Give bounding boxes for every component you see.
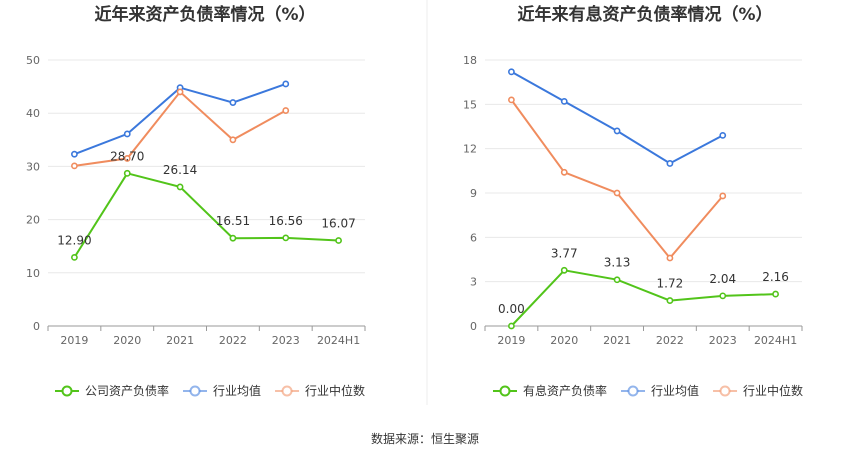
series-point-1 bbox=[613, 276, 621, 284]
data-label: 16.07 bbox=[321, 217, 355, 231]
series-point-1 bbox=[772, 290, 779, 298]
y-tick-label: 30 bbox=[26, 160, 40, 173]
series-line-3 bbox=[74, 90, 287, 167]
series-point-2 bbox=[229, 99, 237, 106]
series-point-1 bbox=[176, 183, 184, 191]
chart-panel-2: 近年来有息资产负债率情况（%） 0 3 6 9 12 15 18 2019 2020 2021 202… bbox=[463, 4, 803, 398]
series-point-1 bbox=[560, 266, 568, 274]
legend-label: 行业中位数 bbox=[305, 383, 365, 398]
legend-marker bbox=[281, 385, 293, 397]
x-tick-label: 2024H1 bbox=[317, 334, 360, 347]
x-tick-label: 2019 bbox=[497, 334, 525, 347]
y-tick-label: 3 bbox=[470, 276, 477, 289]
y-tick-label: 20 bbox=[26, 214, 40, 227]
series-point-3 bbox=[229, 136, 237, 144]
y-tick-label: 0 bbox=[33, 320, 40, 333]
series-point-1 bbox=[71, 253, 78, 261]
data-label: 26.14 bbox=[163, 163, 197, 177]
series-line-1 bbox=[73, 172, 339, 258]
series-point-2 bbox=[666, 160, 674, 167]
series-point-1 bbox=[666, 297, 674, 304]
legend-label: 行业均值 bbox=[213, 383, 261, 398]
series-point-3 bbox=[613, 189, 621, 197]
legend-marker bbox=[719, 385, 731, 397]
series-point-3 bbox=[176, 88, 184, 96]
legend-label: 有息资产负债率 bbox=[523, 383, 607, 398]
series-point-3 bbox=[560, 168, 568, 176]
source-note: 数据来源：恒生聚源 bbox=[371, 431, 479, 446]
chart-panel-1: 近年来资产负债率情况（%） 0 10 20 30 40 50 2019 2020 2021 2022… bbox=[26, 4, 366, 398]
data-label: 3.77 bbox=[551, 246, 578, 260]
y-tick-label: 18 bbox=[463, 54, 477, 67]
y-tick-label: 9 bbox=[470, 187, 477, 200]
x-tick-label: 2020 bbox=[550, 334, 578, 347]
series-point-2 bbox=[282, 80, 290, 88]
legend-marker bbox=[189, 385, 201, 397]
legend-item-1: 有息资产负债率 bbox=[493, 383, 607, 398]
series-point-1 bbox=[719, 292, 727, 300]
data-label: 0.00 bbox=[498, 302, 525, 316]
legend-item-2: 行业均值 bbox=[183, 383, 261, 398]
x-tick-label: 2022 bbox=[656, 334, 684, 347]
y-tick-label: 10 bbox=[26, 267, 40, 280]
chart-title: 近年来资产负债率情况（%） bbox=[94, 4, 315, 25]
y-tick-label: 50 bbox=[26, 54, 40, 67]
legend-item-2: 行业均值 bbox=[621, 383, 699, 398]
data-label: 28.70 bbox=[110, 149, 144, 163]
data-label: 12.90 bbox=[57, 233, 91, 247]
x-tick-label: 2019 bbox=[60, 334, 88, 347]
x-tick-label: 2021 bbox=[603, 334, 631, 347]
series-point-1 bbox=[508, 322, 515, 330]
data-label: 2.04 bbox=[709, 272, 736, 286]
series-point-1 bbox=[123, 169, 131, 177]
series-point-2 bbox=[71, 150, 78, 158]
legend-item-3: 行业中位数 bbox=[713, 383, 803, 398]
legend-label: 行业均值 bbox=[651, 383, 699, 398]
series-line-3 bbox=[510, 99, 724, 260]
legend-marker bbox=[61, 385, 73, 397]
y-tick-label: 15 bbox=[463, 98, 477, 111]
series-point-3 bbox=[719, 192, 727, 200]
legend-label: 行业中位数 bbox=[743, 383, 803, 398]
series-line-2 bbox=[510, 70, 724, 165]
data-label: 2.16 bbox=[762, 270, 789, 284]
x-tick-label: 2023 bbox=[272, 334, 300, 347]
legend-label: 公司资产负债率 bbox=[85, 383, 169, 398]
legend-marker bbox=[499, 385, 511, 397]
series-line-1 bbox=[510, 269, 776, 327]
data-label: 1.72 bbox=[657, 277, 684, 291]
series-point-2 bbox=[508, 68, 515, 76]
data-label: 16.56 bbox=[269, 214, 303, 228]
legend-item-1: 公司资产负债率 bbox=[55, 383, 169, 398]
series-point-3 bbox=[123, 155, 131, 162]
y-tick-label: 40 bbox=[26, 107, 40, 120]
series-point-2 bbox=[613, 127, 621, 135]
legend-marker bbox=[627, 385, 639, 397]
series-point-3 bbox=[508, 96, 515, 104]
x-tick-label: 2024H1 bbox=[754, 334, 797, 347]
y-tick-label: 0 bbox=[470, 320, 477, 333]
series-point-2 bbox=[719, 131, 727, 139]
series-point-3 bbox=[282, 107, 290, 114]
data-label: 16.51 bbox=[216, 214, 250, 228]
series-point-1 bbox=[229, 234, 237, 242]
series-point-3 bbox=[666, 254, 674, 262]
series-point-3 bbox=[71, 162, 78, 170]
series-point-2 bbox=[123, 130, 131, 138]
series-point-1 bbox=[282, 234, 290, 242]
x-tick-label: 2022 bbox=[219, 334, 247, 347]
y-tick-label: 6 bbox=[470, 231, 477, 244]
x-tick-label: 2023 bbox=[709, 334, 737, 347]
chart-title: 近年来有息资产负债率情况（%） bbox=[517, 4, 772, 25]
data-label: 3.13 bbox=[604, 256, 631, 270]
x-tick-label: 2020 bbox=[113, 334, 141, 347]
legend-item-3: 行业中位数 bbox=[275, 383, 365, 398]
series-point-2 bbox=[560, 97, 568, 105]
y-tick-label: 12 bbox=[463, 143, 477, 156]
series-point-1 bbox=[335, 237, 342, 244]
x-tick-label: 2021 bbox=[166, 334, 194, 347]
